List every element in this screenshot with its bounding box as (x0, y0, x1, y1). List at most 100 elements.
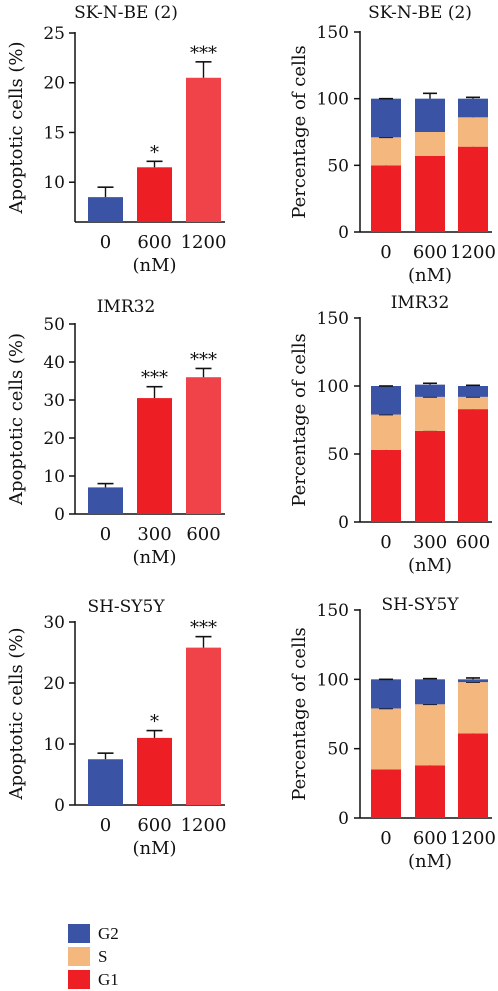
chart-2-bar-s-1200 (458, 117, 488, 147)
chart-1-xtick-label: 0 (100, 232, 111, 253)
chart-4-ylabel: Percentage of cells (289, 333, 310, 506)
chart-5-ylabel: Apoptotic cells (%) (6, 627, 27, 800)
chart-6-bar-g1-1200 (458, 733, 488, 818)
chart-1-ytick-label: 20 (43, 74, 65, 94)
chart-1-unit-label: (nM) (132, 255, 176, 276)
chart-2-ylabel: Percentage of cells (289, 45, 310, 218)
chart-3-ylabel: Apoptotic cells (%) (6, 333, 27, 506)
chart-4-xtick-label: 300 (413, 532, 447, 553)
chart-1-title: SK-N-BE (2) (74, 3, 178, 23)
chart-1-ytick-label: 15 (43, 123, 65, 143)
chart-3-bar-600 (186, 377, 221, 514)
chart-4-unit-label: (nM) (408, 555, 452, 576)
chart-4-ytick-label: 50 (327, 445, 349, 465)
chart-3-xtick-label: 300 (137, 524, 171, 545)
chart-3-ytick-label: 50 (43, 315, 65, 335)
chart-1-ylabel: Apoptotic cells (%) (6, 41, 27, 214)
chart-5-xtick-label: 600 (137, 815, 171, 836)
chart-2-bar-g1-0 (371, 165, 401, 232)
chart-5-ytick-label: 0 (54, 796, 65, 816)
chart-4-bar-g1-300 (415, 430, 445, 522)
figure: SK-N-BE (2) Apoptotic cells (%) 10 15 20 25 0 *… (6, 3, 496, 872)
chart-5-significance-600: * (150, 712, 159, 733)
chart-1-bar-0 (88, 197, 123, 222)
chart-2-xtick-label: 0 (380, 242, 391, 263)
chart-6-xtick-label: 1200 (450, 828, 496, 849)
chart-3-ytick-label: 10 (43, 467, 65, 487)
chart-1-significance-600: * (150, 142, 159, 163)
chart-3-ytick-label: 30 (43, 391, 65, 411)
chart-4-bar-g1-600 (458, 409, 488, 522)
chart-3-bar-300 (137, 398, 172, 514)
chart-4-xtick-label: 0 (380, 532, 391, 553)
chart-2-title: SK-N-BE (2) (368, 3, 472, 23)
chart-6-bar-g2-600 (415, 679, 445, 705)
chart-2-bar-g2-1200 (458, 98, 488, 118)
legend: G2 S G1 (68, 922, 119, 991)
chart-4-bar-s-0 (371, 414, 401, 450)
legend-label-g2: G2 (98, 923, 119, 943)
chart-6-unit-label: (nM) (408, 851, 452, 872)
chart-2-bar-g2-600 (415, 98, 445, 132)
chart-5-ytick-label: 20 (43, 674, 65, 694)
chart-1-bar-600 (137, 167, 172, 222)
chart-6-bar-g2-0 (371, 679, 401, 709)
chart-6-bar-g1-0 (371, 769, 401, 818)
chart-2-ytick-label: 100 (317, 90, 349, 110)
chart-4-ytick-label: 150 (317, 309, 349, 329)
chart-1-bar-1200 (186, 77, 221, 223)
chart-4-ytick-label: 0 (338, 513, 349, 533)
chart-6-bar-s-0 (371, 708, 401, 770)
chart-2-bar-s-600 (415, 132, 445, 156)
chart-3-unit-label: (nM) (132, 547, 176, 568)
chart-5-xtick-label: 0 (100, 815, 111, 836)
chart-5-title: SH-SY5Y (87, 597, 165, 617)
chart-5-xtick-label: 1200 (181, 815, 227, 836)
chart-2-unit-label: (nM) (408, 265, 452, 286)
chart-3-xtick-label: 0 (100, 524, 111, 545)
chart-4-title: IMR32 (391, 293, 450, 313)
chart-6-ytick-label: 150 (317, 601, 349, 621)
chart-3-significance-600: *** (190, 349, 217, 370)
chart-2-bar-s-0 (371, 137, 401, 166)
chart-3-xtick-label: 600 (186, 524, 220, 545)
chart-4-xtick-label: 600 (456, 532, 490, 553)
legend-item-g1: G1 (68, 968, 119, 991)
chart-4-bar-s-300 (415, 396, 445, 431)
chart-4-bar-s-600 (458, 396, 488, 410)
legend-label-g1: G1 (98, 969, 119, 989)
chart-4-bar-g2-600 (458, 386, 488, 397)
chart-1-xtick-label: 600 (137, 232, 171, 253)
chart-3-ytick-label: 20 (43, 429, 65, 449)
chart-6-title: SH-SY5Y (381, 595, 459, 615)
chart-5-bar-600 (137, 737, 172, 805)
chart-6-ytick-label: 0 (338, 809, 349, 829)
chart-6-bar-g2-1200 (458, 679, 488, 683)
chart-6-ytick-label: 100 (317, 670, 349, 690)
chart-3-bar-0 (88, 487, 123, 514)
chart-2-ytick-label: 150 (317, 23, 349, 43)
chart-4-ytick-label: 100 (317, 377, 349, 397)
legend-label-s: S (98, 946, 108, 966)
chart-2-xtick-label: 1200 (450, 242, 496, 263)
chart-1-xtick-label: 1200 (181, 232, 227, 253)
chart-6-bar-s-1200 (458, 682, 488, 734)
chart-5-ytick-label: 30 (43, 613, 65, 633)
chart-3-ytick-label: 0 (54, 505, 65, 525)
chart-6-ylabel: Percentage of cells (289, 627, 310, 800)
chart-5-bar-1200 (186, 647, 221, 805)
chart-6-ytick-label: 50 (327, 740, 349, 760)
chart-4-bar-g1-0 (371, 449, 401, 522)
chart-2-bar-g2-0 (371, 98, 401, 138)
legend-item-g2: G2 (68, 922, 119, 945)
chart-5-unit-label: (nM) (132, 838, 176, 859)
chart-4-bar-g2-0 (371, 386, 401, 415)
chart-6-xtick-label: 600 (413, 828, 447, 849)
chart-1-ytick-label: 10 (43, 173, 65, 193)
chart-5-ytick-label: 10 (43, 735, 65, 755)
chart-5-significance-1200: *** (190, 618, 217, 639)
chart-4-bar-g2-300 (415, 384, 445, 397)
chart-2-bar-g1-1200 (458, 146, 488, 232)
chart-2-xtick-label: 600 (413, 242, 447, 263)
chart-5-bar-0 (88, 759, 123, 805)
